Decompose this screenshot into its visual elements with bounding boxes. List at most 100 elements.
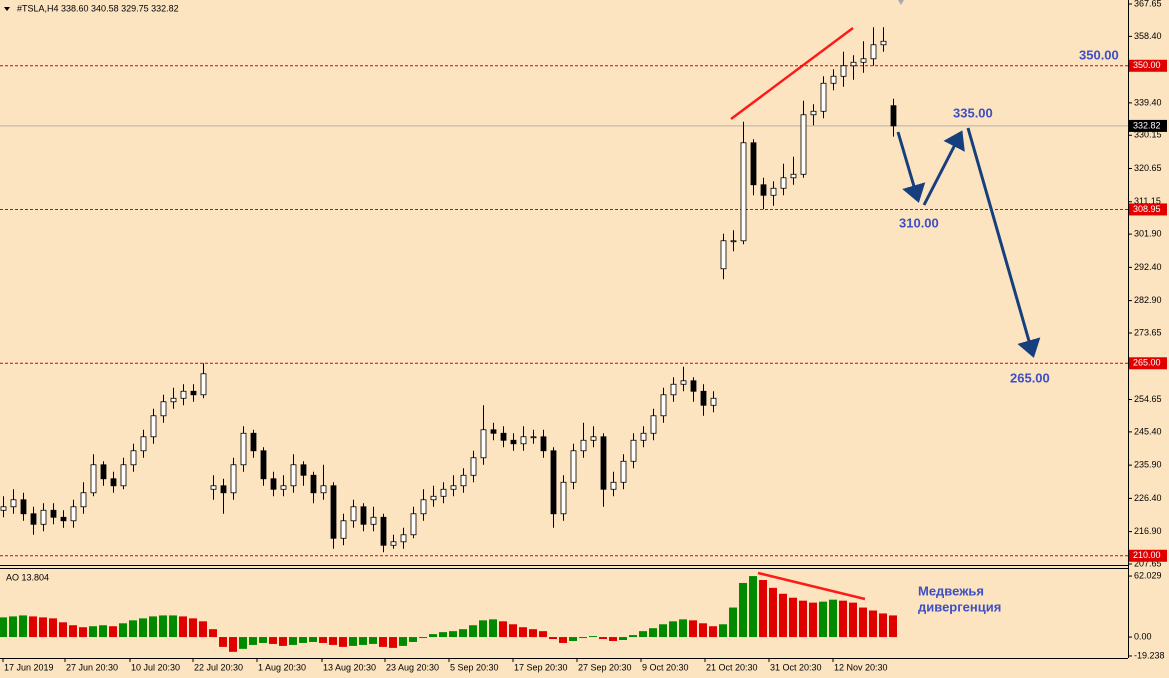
level-label: 210.00 (1133, 550, 1161, 560)
candle-body (30, 513, 37, 525)
candle-body (610, 481, 617, 490)
candle-body (60, 516, 67, 522)
candle-body (860, 58, 867, 63)
ao-bar (69, 625, 77, 638)
x-tick-label: 23 Aug 20:30 (386, 662, 439, 672)
ao-bar (409, 637, 417, 642)
ao-bar (799, 600, 807, 638)
ao-bar (39, 617, 47, 638)
candle-body (430, 495, 437, 501)
ao-bar (59, 622, 67, 638)
candle-body (720, 240, 727, 270)
candle-body (650, 415, 657, 434)
y-tick-label: 330.15 (1134, 130, 1162, 140)
ao-bar (399, 637, 407, 646)
ao-bar (829, 599, 837, 638)
ao-bar (389, 637, 397, 648)
y-tick-label: 320.65 (1134, 163, 1162, 173)
ao-bar (79, 627, 87, 638)
candle-body (160, 401, 167, 417)
ao-bar (859, 607, 867, 638)
level-label-box (1129, 549, 1167, 562)
candle-body (50, 509, 57, 518)
x-tick-label: 17 Jun 2019 (4, 662, 54, 672)
candle-body (190, 390, 197, 396)
y-tick-label: 311.15 (1134, 196, 1161, 206)
ao-bar (499, 621, 507, 638)
y-tick-label: 282.90 (1134, 295, 1162, 305)
candle-body (450, 485, 457, 490)
candle-body (620, 460, 627, 483)
candle-body (0, 506, 7, 511)
ao-bar (489, 619, 497, 638)
candle-body (20, 499, 27, 515)
candle-body (810, 110, 817, 116)
candle-body (80, 492, 87, 508)
candle-body (600, 436, 607, 490)
level-label: 265.00 (1133, 358, 1161, 368)
ao-bar (239, 637, 247, 649)
ao-bar (609, 637, 617, 641)
candle-body (500, 432, 507, 441)
candle-body (790, 173, 797, 179)
candle-body (260, 450, 267, 480)
candle-body (340, 520, 347, 539)
candle-body (710, 397, 717, 406)
ao-bar (529, 629, 537, 638)
ao-bar (319, 637, 327, 643)
candle-body (370, 516, 377, 525)
candle-body (510, 439, 517, 445)
candle-body (310, 474, 317, 494)
ao-bar (629, 635, 637, 638)
ao-bar (129, 620, 137, 638)
candle-body (870, 44, 877, 60)
candle-body (750, 142, 757, 186)
y-tick-label: 245.40 (1134, 426, 1162, 436)
ao-bar (229, 637, 237, 652)
x-tick-label: 13 Aug 20:30 (323, 662, 376, 672)
ao-bar (349, 637, 357, 646)
x-tick-label: 27 Jun 20:30 (66, 662, 118, 672)
candle-body (210, 485, 217, 490)
level-label-box (1129, 357, 1167, 370)
ao-bar (149, 616, 157, 638)
candle-body (830, 75, 837, 84)
level-label-box (1129, 203, 1167, 216)
ao-bar (299, 637, 307, 643)
candle-body (700, 390, 707, 406)
ao-bar (729, 607, 737, 638)
y-tick-label: 367.65 (1134, 0, 1162, 8)
candle-body (820, 82, 827, 112)
forecast-arrow (966, 127, 1041, 358)
ao-bar (269, 637, 277, 644)
ao-bar (169, 615, 177, 638)
ao-bar (109, 626, 117, 638)
candle-body (270, 478, 277, 490)
ao-bar (449, 631, 457, 638)
ao-bar (539, 631, 547, 638)
candle-body (110, 478, 117, 487)
candle-body (170, 397, 177, 403)
ao-bar (659, 624, 667, 638)
ao-bar (179, 616, 187, 638)
ao-bar (579, 637, 587, 639)
y-tick-label: 207.65 (1134, 558, 1162, 568)
ao-bar (789, 597, 797, 638)
candle-body (540, 436, 547, 452)
candle-body (460, 474, 467, 487)
menu-triangle[interactable] (4, 7, 10, 11)
annotation: 335.00 (953, 105, 993, 120)
ao-bar (769, 587, 777, 638)
ao-bar (559, 637, 567, 643)
ao-bar (289, 637, 297, 645)
symbol-header: #TSLA,H4 338.60 340.58 329.75 332.82 (17, 3, 179, 13)
candle-body (70, 506, 77, 522)
y-tick-label: -19.238 (1134, 650, 1165, 660)
last-price-box (1129, 119, 1167, 132)
candle-body (40, 509, 47, 525)
ao-bar (49, 618, 57, 638)
candle-body (570, 450, 577, 483)
candle-body (880, 40, 887, 46)
y-tick-label: 358.40 (1134, 31, 1162, 41)
ao-bar (469, 625, 477, 638)
